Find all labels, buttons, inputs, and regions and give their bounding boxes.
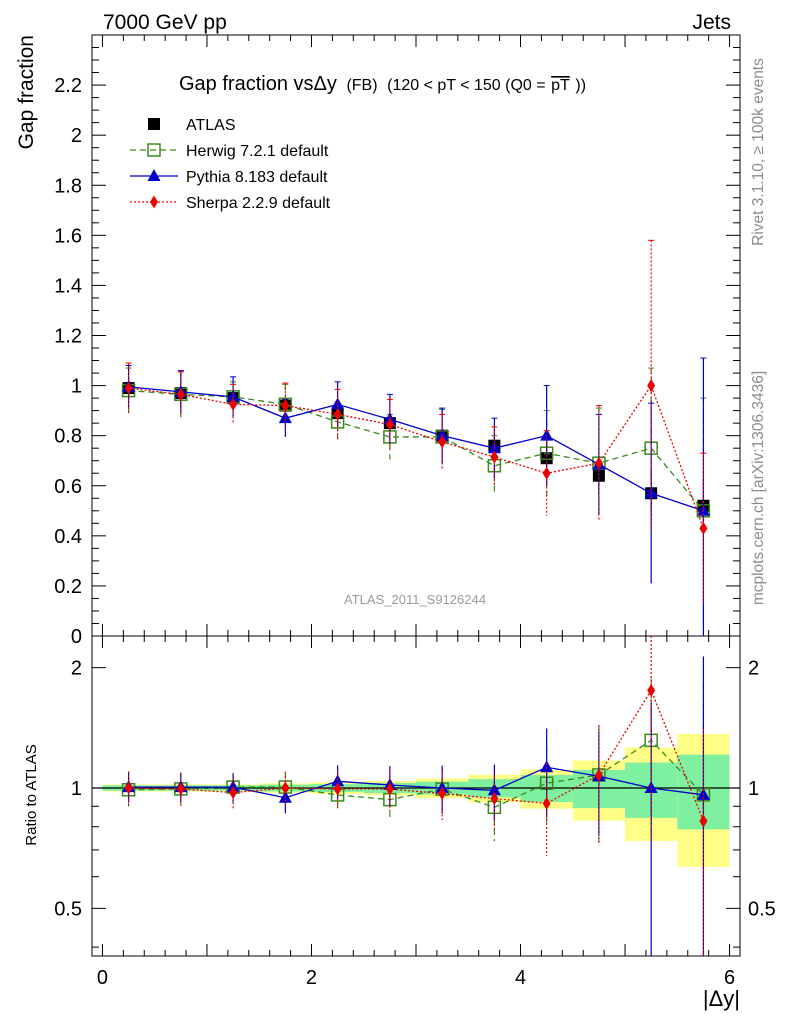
y-tick-label-top: 1.8 [54, 175, 82, 197]
y-tick-label-top: 1.4 [54, 275, 82, 297]
header-left: 7000 GeV pp [103, 11, 227, 34]
sherpa-point-ratio-10 [647, 683, 656, 697]
sherpa-point-top-6 [438, 435, 447, 449]
legend-marker-sherpa [150, 195, 158, 209]
sherpa-point-ratio-11 [699, 814, 708, 828]
sherpa-point-ratio-1 [176, 782, 185, 796]
pythia-point-ratio-8 [540, 760, 554, 773]
sherpa-point-ratio-0 [124, 781, 133, 795]
sherpa-line-top [128, 384, 705, 529]
series-layer [121, 239, 711, 956]
legend: ATLAS Herwig 7.2.1 default Pythia 8.183 … [130, 117, 331, 212]
y-tick-label-top: 2.2 [54, 75, 82, 97]
y-axis-title-ratio: Ratio to ATLAS [23, 744, 40, 845]
sherpa-point-top-11 [699, 521, 708, 535]
sherpa-point-top-3 [281, 399, 290, 413]
legend-label-pythia: Pythia 8.183 default [186, 169, 328, 186]
y-tick-label-top: 2 [71, 125, 82, 147]
legend-label-atlas: ATLAS [186, 117, 236, 134]
sherpa-point-top-2 [229, 397, 238, 411]
y-tick-label-ratio-left: 0.5 [54, 898, 82, 920]
series-sherpa [124, 239, 708, 956]
chart-title-small: (FB) [346, 77, 377, 94]
sherpa-point-ratio-2 [229, 786, 238, 800]
y-tick-label-ratio-right: 2 [748, 658, 759, 680]
pythia-point-ratio-10 [644, 781, 658, 794]
sherpa-point-ratio-6 [438, 787, 447, 801]
y-tick-label-top: 1.2 [54, 326, 82, 348]
y-tick-label-ratio-right: 1 [748, 778, 759, 800]
y-tick-label-top: 1 [71, 376, 82, 398]
y-tick-label-top: 0 [71, 626, 82, 648]
x-tick-label: 2 [306, 967, 317, 989]
chart-title-main: Gap fraction vsΔy [179, 73, 337, 95]
x-tick-label: 4 [515, 967, 526, 989]
sherpa-point-top-4 [333, 407, 342, 421]
legend-marker-herwig [147, 143, 161, 157]
chart-title-close: )) [575, 77, 586, 94]
chart-title-pt: pT [551, 77, 570, 94]
pythia-point-top-3 [278, 411, 292, 424]
sherpa-point-ratio-5 [385, 782, 394, 796]
sherpa-point-top-10 [647, 379, 656, 393]
sherpa-point-ratio-3 [281, 781, 290, 795]
legend-label-sherpa: Sherpa 2.2.9 default [186, 195, 331, 212]
y-tick-label-top: 0.8 [54, 426, 82, 448]
pythia-point-ratio-2 [226, 780, 240, 793]
header-right: Jets [692, 11, 731, 34]
y-tick-label-ratio-left: 2 [71, 658, 82, 680]
pythia-point-top-2 [226, 389, 240, 402]
sherpa-point-ratio-8 [542, 796, 551, 810]
analysis-watermark: ATLAS_2011_S9126244 [344, 592, 486, 607]
legend-label-herwig: Herwig 7.2.1 default [186, 143, 329, 160]
side-label-mcplots: mcplots.cern.ch [arXiv:1306.3436] [750, 371, 767, 605]
herwig-line-top [128, 389, 704, 512]
pythia-point-top-4 [331, 397, 345, 410]
sherpa-point-top-7 [490, 450, 499, 464]
series-herwig [121, 367, 711, 956]
sherpa-point-top-1 [176, 387, 185, 401]
chart-title: Gap fraction vsΔy (FB) (120 < pT < 150 (… [179, 73, 586, 95]
y-tick-label-ratio-right: 0.5 [748, 898, 776, 920]
x-axis-title: |Δy| [703, 986, 740, 1011]
y-axis-title-top: Gap fraction [15, 35, 38, 149]
sherpa-point-ratio-4 [333, 782, 342, 796]
x-tick-label: 6 [724, 967, 735, 989]
legend-marker-atlas [148, 118, 160, 130]
pythia-line-ratio [128, 766, 704, 799]
sherpa-point-top-0 [124, 381, 133, 395]
x-tick-label: 0 [97, 967, 108, 989]
sherpa-point-top-8 [542, 466, 551, 480]
y-tick-label-top: 0.2 [54, 576, 82, 598]
axis-ticks: 0 2 4 6 0 0.2 0.4 0.6 0.8 1 1.2 1.4 1.6 1.8 2 2.2 0.5 0.5… [54, 34, 776, 989]
sherpa-point-top-5 [385, 417, 394, 431]
pythia-point-top-10 [644, 486, 658, 499]
y-tick-label-ratio-left: 1 [71, 778, 82, 800]
sherpa-point-top-9 [594, 456, 603, 470]
atlas-uncertainty-bands [102, 733, 730, 867]
sherpa-point-ratio-7 [490, 792, 499, 806]
side-label-rivet: Rivet 3.1.10, ≥ 100k events [750, 58, 767, 246]
chart-title-range: (120 < pT < 150 (Q0 = [387, 77, 545, 94]
pythia-line-top [128, 386, 704, 512]
legend-marker-pythia [147, 169, 161, 181]
sherpa-point-ratio-9 [594, 768, 603, 782]
series-pythia [122, 357, 710, 956]
y-tick-label-top: 0.4 [54, 526, 82, 548]
y-tick-label-top: 1.6 [54, 225, 82, 247]
y-tick-label-top: 0.6 [54, 476, 82, 498]
